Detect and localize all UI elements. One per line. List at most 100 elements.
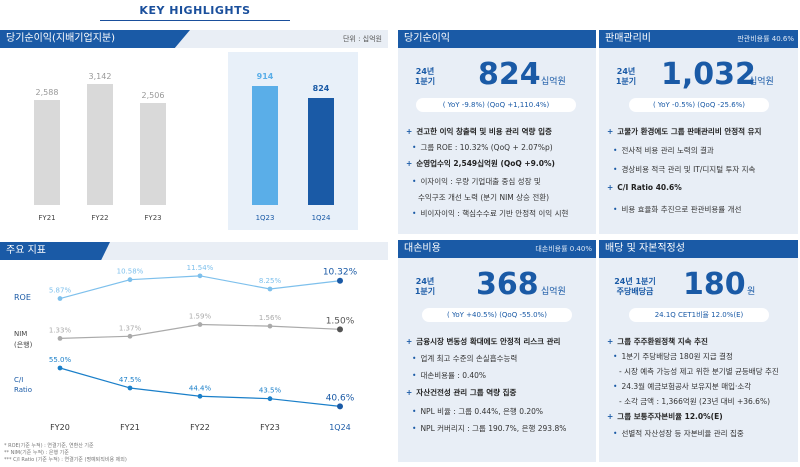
ci-point xyxy=(337,403,343,410)
ci-point xyxy=(197,393,203,399)
bullet-item: 그룹 보통주자본비율 12.0%(E) xyxy=(607,411,722,422)
x-tick-label: FY22 xyxy=(190,423,210,432)
footnote-1: * ROE(기준 누적) : 연결기준, 연환산 기준 xyxy=(4,443,94,449)
bar-1q23 xyxy=(252,86,278,205)
unit-label: 단위 : 십억원 xyxy=(342,35,382,43)
roe-point xyxy=(267,286,273,292)
sga-ratio: 판관비용률 40.6% xyxy=(737,35,794,43)
net-income-header: 당기순이익(지배기업지분) 단위 : 십억원 xyxy=(0,30,388,48)
bullet-item: 자산건전성 관리 그룹 역량 집중 xyxy=(406,387,516,398)
loss-ratio: 대손비용률 0.40% xyxy=(535,245,592,253)
ci-label2: Ratio xyxy=(14,386,32,394)
roe-point xyxy=(57,296,63,301)
axis-1q24: 1Q24 xyxy=(311,214,331,222)
footnote-2: ** NIM(기준 누적) : 은행 기준 xyxy=(4,450,69,456)
ci-label: C/I xyxy=(14,376,24,384)
sga-change: ( YoY -0.5%) (QoQ -25.6%) xyxy=(629,98,769,112)
bullet-item: NPL 비율 : 그룹 0.44%, 은행 0.20% xyxy=(412,406,543,417)
bullet-item: 비용 효율화 추진으로 판관비용률 개선 xyxy=(613,204,741,215)
bullet-item: 견고한 이익 창출력 및 비용 관리 역량 입증 xyxy=(406,126,552,137)
nim-data-label: 1.59% xyxy=(189,313,212,321)
panel-dividend: 배당 및 자본적정성 24년 1분기 주당배당금 180 원 24.1Q CET… xyxy=(599,240,798,462)
panel-loss-title: 대손비용 대손비용률 0.40% xyxy=(398,240,596,258)
loss-change: ( YoY +40.5%) (QoQ -55.0%) xyxy=(422,308,572,322)
x-tick-label: 1Q24 xyxy=(329,423,351,432)
panel-sga: 판매관리비 판관비용률 40.6% 24년 1분기 1,032 십억원 ( YoY… xyxy=(599,30,798,234)
roe-data-label: 5.87% xyxy=(49,287,72,295)
axis-fy22: FY22 xyxy=(91,214,109,222)
loss-unit: 십억원 xyxy=(541,287,566,297)
ci-data-label: 47.5% xyxy=(119,376,142,384)
roe-data-label: 11.54% xyxy=(187,264,214,272)
net-unit: 십억원 xyxy=(541,77,566,87)
net-change: ( YoY -9.8%) (QoQ +1,110.4%) xyxy=(416,98,576,112)
bar-label-1q24: 824 xyxy=(312,84,330,93)
bullet-item: 순영업수익 2,549십억원 (QoQ +9.0%) xyxy=(406,158,555,169)
ci-point xyxy=(127,385,133,391)
nim-point xyxy=(337,326,343,333)
roe-label: ROE xyxy=(14,293,31,302)
roe-point xyxy=(197,273,203,279)
nim-point xyxy=(267,323,273,329)
indicators-header: 주요 지표 xyxy=(0,242,388,260)
bar-label-fy22: 3,142 xyxy=(88,72,112,81)
bullet-item: 전사적 비용 관리 노력의 결과 xyxy=(613,145,713,156)
nim-point xyxy=(197,322,203,327)
net-period: 24년 1분기 xyxy=(414,67,436,86)
bullet-item: 이자이익 : 우량 기업대출 중심 성장 및 xyxy=(412,176,540,187)
sga-title-text: 판매관리비 xyxy=(605,33,651,44)
panel-sga-title: 판매관리비 판관비용률 40.6% xyxy=(599,30,798,48)
bullet-item: 1분기 주당배당금 180원 지급 결정 xyxy=(613,351,732,362)
bar-1q24 xyxy=(308,98,334,205)
x-tick-label: FY21 xyxy=(120,423,140,432)
panel-net-income-title: 당기순이익 xyxy=(398,30,596,48)
quarterly-bg xyxy=(228,52,358,230)
bullet-item: 대손비용률 : 0.40% xyxy=(412,370,486,381)
bullet-item: 24.3월 예금보험공사 보유지분 매입·소각 xyxy=(613,381,751,392)
bullet-item: 비이자이익 : 핵심수수료 기반 안정적 이익 시현 xyxy=(412,208,568,219)
bullet-item: 업계 최고 수준의 손실흡수능력 xyxy=(412,353,517,364)
bar-fy22 xyxy=(87,84,113,205)
div-unit: 원 xyxy=(747,287,756,297)
nim-label2: (은행) xyxy=(14,341,33,349)
x-tick-label: FY20 xyxy=(50,423,70,432)
indicators-chart: 5.87% 10.58% 11.54% 8.25% 10.32% 1.33% 1.37% 1.… xyxy=(49,264,358,432)
sga-unit: 십억원 xyxy=(749,77,774,87)
roe-point xyxy=(337,277,343,284)
bar-fy21 xyxy=(34,100,60,205)
axis-fy23: FY23 xyxy=(144,214,162,222)
bullet-item: 경상비용 적극 관리 및 IT/디지털 투자 지속 xyxy=(613,164,755,175)
bullet-item: 그룹 ROE : 10.32% (QoQ + 2.07%p) xyxy=(412,142,552,153)
div-period: 24년 1분기 주당배당금 xyxy=(614,277,656,296)
footnote-3: *** C/I Ratio (기준 누적) : 연결기준 (명예퇴직비용 제외) xyxy=(4,457,127,463)
bar-fy23 xyxy=(140,103,166,205)
roe-data-label: 10.32% xyxy=(323,268,358,278)
nim-label: NIM xyxy=(14,330,28,338)
ci-data-label: 44.4% xyxy=(189,384,212,392)
bullet-item: 고물가 환경에도 그룹 판매관리비 안정적 유지 xyxy=(607,126,761,137)
nim-data-label: 1.50% xyxy=(326,316,355,326)
nim-data-label: 1.37% xyxy=(119,324,142,332)
nim-data-label: 1.33% xyxy=(49,326,72,334)
net-value: 824 xyxy=(478,57,541,92)
ci-data-label: 43.5% xyxy=(259,387,282,395)
bullet-item: - 소각 금액 : 1,366억원 (23년 대비 +36.6%) xyxy=(619,397,770,406)
ci-point xyxy=(267,396,273,402)
nim-point xyxy=(57,336,63,341)
loss-value: 368 xyxy=(476,267,539,302)
page-title: KEY HIGHLIGHTS xyxy=(139,4,251,17)
panel-loss: 대손비용 대손비용률 0.40% 24년 1분기 368 십억원 ( YoY +4… xyxy=(398,240,596,462)
div-change: 24.1Q CET1비율 12.0%(E) xyxy=(629,308,769,322)
bullet-item: 선별적 자산성장 등 자본비율 관리 집중 xyxy=(613,428,743,439)
loss-period: 24년 1분기 xyxy=(414,277,436,296)
bar-label-1q23: 914 xyxy=(256,72,274,81)
nim-point xyxy=(127,333,133,339)
bullet-item: C/I Ratio 40.6% xyxy=(607,183,681,192)
roe-line xyxy=(59,275,341,300)
panel-net-income: 당기순이익 24년 1분기 824 십억원 ( YoY -9.8%) (QoQ … xyxy=(398,30,596,234)
bar-label-fy21: 2,588 xyxy=(35,88,59,97)
bullet-item: 그룹 주주환원정책 지속 추진 xyxy=(607,336,708,347)
ci-data-label: 40.6% xyxy=(326,393,355,403)
indicators-title: 주요 지표 xyxy=(0,242,110,260)
loss-title-text: 대손비용 xyxy=(404,243,441,254)
